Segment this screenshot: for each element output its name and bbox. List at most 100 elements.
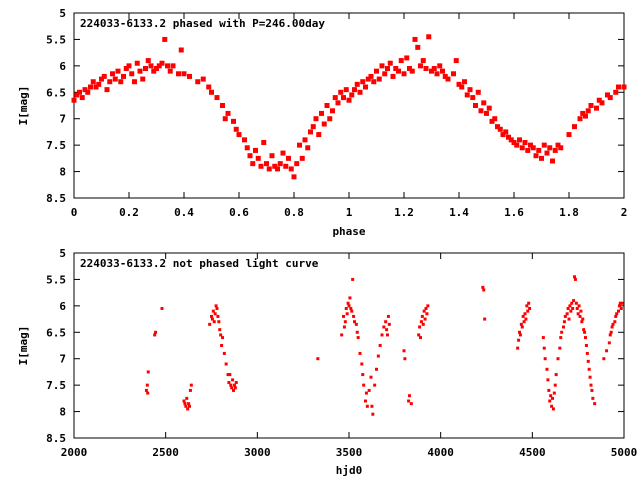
unphased-data-point [581, 317, 585, 321]
phased-data-point [231, 118, 236, 124]
unphased-data-point [362, 383, 366, 387]
unphased-data-point [426, 304, 430, 308]
unphased-data-point [527, 301, 531, 305]
unphased-data-point [403, 357, 407, 361]
unphased-chart-title: 224033-6133.2 not phased light curve [80, 257, 319, 270]
phased-data-point [176, 71, 181, 77]
unphased-data-point [375, 367, 378, 371]
unphased-data-point [188, 388, 192, 392]
unphased-data-point [607, 341, 611, 345]
phased-data-point [294, 161, 300, 167]
unphased-data-point [575, 307, 579, 310]
unphased-data-point [351, 277, 355, 281]
phased-data-point [390, 73, 396, 79]
unphased-data-point [554, 373, 558, 377]
unphased-data-point [610, 325, 614, 329]
unphased-data-point [153, 333, 157, 337]
phased-data-point [420, 58, 426, 64]
phased-light-curve-panel: 0 0.2 0.4 0.6 0.8 1 1.2 1.4 1.6 1.8 2 5 5.5 6 6.5 7 7.5 8… [17, 7, 627, 238]
phased-data-point [324, 103, 330, 108]
unphased-data-point [620, 301, 624, 305]
unphased-data-point [386, 314, 390, 318]
phased-data-point [104, 87, 110, 93]
unphased-data-point [568, 304, 572, 308]
phased-data-point [332, 95, 338, 101]
phased-data-point [580, 110, 586, 116]
phased-data-point [489, 118, 495, 124]
unphased-data-point [578, 314, 582, 318]
phased-data-point [195, 79, 201, 85]
unphased-data-point [611, 322, 615, 326]
unphased-data-point [423, 317, 427, 321]
phased-data-point [253, 147, 258, 153]
phased-data-point [154, 66, 159, 71]
unphased-data-point [345, 312, 349, 316]
phased-data-point [481, 100, 487, 106]
phased-data-point [407, 66, 412, 71]
phased-data-point [387, 60, 393, 66]
unphased-data-point [526, 309, 530, 313]
unphased-x-tick-label: 2000 [61, 446, 88, 459]
unphased-data-point [524, 317, 528, 321]
phased-data-point [110, 71, 115, 77]
unphased-data-point [516, 346, 520, 350]
phased-data-point [129, 71, 135, 77]
phased-data-point [475, 89, 481, 95]
phased-data-point [519, 145, 525, 151]
unphased-data-point [408, 394, 411, 398]
unphased-data-point [573, 277, 577, 281]
unphased-data-point [188, 404, 191, 408]
phased-data-point [316, 132, 322, 138]
phased-data-point [156, 63, 162, 69]
unphased-y-tick-label: 8.5 [46, 432, 66, 445]
phased-data-point [547, 145, 553, 151]
phased-data-point [255, 155, 261, 161]
unphased-data-point [562, 325, 565, 329]
phased-data-point [371, 79, 377, 85]
phased-data-point [396, 68, 401, 74]
unphased-data-point [386, 333, 389, 337]
unphased-data-point [425, 312, 429, 316]
phased-data-point [404, 55, 410, 61]
unphased-data-point [585, 351, 589, 355]
phased-data-point [418, 63, 423, 69]
unphased-data-point [518, 330, 521, 334]
phased-data-point [508, 137, 514, 143]
unphased-data-point [549, 394, 553, 398]
unphased-data-point [160, 307, 164, 310]
unphased-data-point [619, 307, 623, 310]
phased-data-point [434, 71, 440, 77]
phased-data-point [349, 92, 355, 98]
phased-data-point [572, 124, 577, 130]
unphased-data-point [358, 351, 362, 355]
phased-data-point [187, 73, 192, 79]
phased-data-point [585, 108, 591, 114]
unphased-data-point [343, 320, 347, 324]
phased-data-point [225, 110, 231, 116]
phased-data-point [621, 84, 627, 90]
phased-data-point [555, 142, 561, 148]
unphased-data-point [229, 383, 233, 387]
unphased-data-point [546, 378, 550, 382]
phased-data-point [134, 60, 140, 66]
unphased-data-point [217, 320, 221, 324]
phased-data-point [550, 158, 555, 164]
unphased-data-point [228, 373, 232, 377]
unphased-x-tick-label: 4000 [427, 446, 454, 459]
phased-data-point [165, 63, 170, 69]
phased-data-point [74, 92, 80, 98]
phased-data-point [266, 166, 272, 172]
phased-data-point [544, 150, 550, 156]
unphased-data-point [609, 330, 613, 334]
phased-data-point [409, 68, 415, 74]
phased-data-point [79, 95, 85, 101]
phased-data-point [467, 87, 473, 93]
unphased-data-point [342, 325, 346, 329]
phased-chart-title: 224033-6133.2 phased with P=246.00day [80, 17, 325, 30]
phased-data-point [159, 60, 165, 66]
unphased-light-curve-panel: 2000 2500 3000 3500 4000 4500 5000 5 5.5 6 6.5 7 7.5… [17, 247, 637, 477]
phased-data-point [214, 95, 220, 101]
unphased-data-point [542, 346, 546, 350]
unphased-data-point [483, 317, 487, 321]
phased-data-point [121, 73, 126, 79]
